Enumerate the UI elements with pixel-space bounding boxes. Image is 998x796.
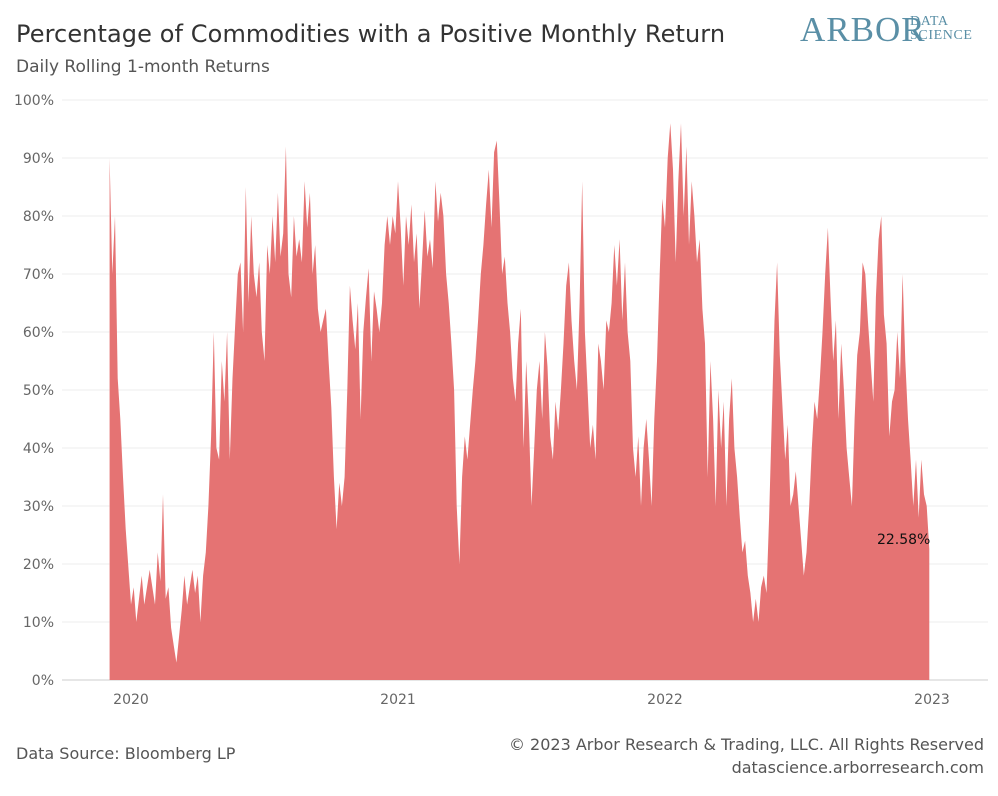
y-tick-label: 80% [23,209,54,225]
y-tick-label: 30% [23,499,54,515]
copyright-text: © 2023 Arbor Research & Trading, LLC. Al… [508,735,984,754]
x-axis-ticks: 2020 2021 2022 2023 [113,692,950,708]
chart-title: Percentage of Commodities with a Positiv… [16,20,726,48]
logo-sub-line2: SCIENCE [910,28,973,43]
logo-sub-line1: DATA [910,14,949,29]
x-tick-label: 2023 [914,692,950,708]
y-tick-label: 60% [23,325,54,341]
y-axis-ticks: 0% 10% 20% 30% 40% 50% 60% 70% 80% 90% 100% [14,93,54,689]
x-tick-label: 2022 [647,692,683,708]
chart-subtitle: Daily Rolling 1-month Returns [16,57,270,77]
y-tick-label: 90% [23,151,54,167]
website-text: datascience.arborresearch.com [731,758,984,777]
y-tick-label: 100% [14,93,54,109]
y-tick-label: 70% [23,267,54,283]
logo-wordmark: ARBOR [800,10,926,49]
positive-return-area [109,123,930,680]
y-tick-label: 50% [23,383,54,399]
y-tick-label: 0% [32,673,54,689]
x-tick-label: 2020 [113,692,149,708]
y-tick-label: 40% [23,441,54,457]
data-source: Data Source: Bloomberg LP [16,744,236,763]
y-tick-label: 20% [23,557,54,573]
last-value-label: 22.58% [877,532,930,548]
y-tick-label: 10% [23,615,54,631]
footer-credits: © 2023 Arbor Research & Trading, LLC. Al… [509,733,984,779]
x-tick-label: 2021 [380,692,416,708]
logo-subtext: DATA SCIENCE [910,15,973,43]
